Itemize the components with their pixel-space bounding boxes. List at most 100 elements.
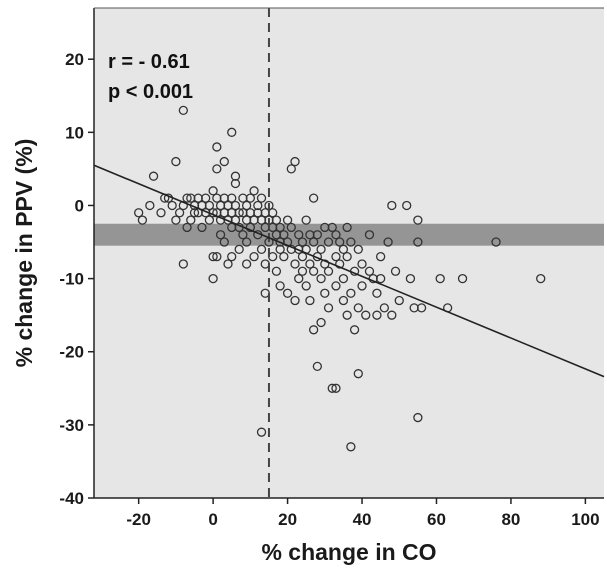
- data-point: [308, 266, 319, 276]
- data-point: [201, 193, 211, 203]
- data-point: [379, 303, 390, 313]
- data-point: [316, 317, 326, 328]
- data-point: [208, 186, 218, 196]
- data-point: [323, 266, 334, 276]
- y-tick-label: -10: [59, 270, 84, 289]
- data-point: [342, 222, 352, 233]
- data-point: [241, 259, 252, 269]
- data-point: [178, 259, 188, 269]
- data-point: [413, 215, 423, 225]
- data-point: [361, 310, 371, 320]
- p-value-annotation: p < 0.001: [108, 81, 193, 103]
- data-point: [189, 208, 200, 218]
- data-points: [134, 105, 546, 452]
- data-point: [491, 237, 501, 247]
- data-point: [275, 281, 285, 291]
- data-point: [297, 237, 308, 247]
- data-point: [364, 266, 375, 276]
- data-point: [219, 156, 229, 167]
- data-point: [253, 200, 263, 211]
- data-point: [290, 259, 300, 269]
- data-point: [413, 237, 423, 247]
- data-point: [308, 325, 319, 335]
- data-point: [186, 215, 196, 225]
- data-point: [294, 230, 304, 240]
- x-tick-label: 60: [427, 510, 446, 529]
- data-point: [327, 383, 337, 393]
- reference-band: [94, 223, 604, 246]
- data-point: [346, 442, 356, 452]
- data-point: [256, 244, 267, 254]
- data-point: [402, 200, 412, 211]
- data-point: [353, 303, 363, 313]
- data-point: [312, 230, 323, 240]
- y-tick-label: -30: [59, 416, 84, 435]
- x-tick-label: 100: [571, 510, 599, 529]
- data-point: [245, 193, 256, 203]
- data-point: [335, 237, 345, 247]
- data-point: [435, 273, 445, 284]
- data-point: [331, 383, 341, 393]
- y-tick-label: 0: [75, 196, 84, 215]
- data-point: [383, 237, 393, 247]
- data-point: [271, 266, 282, 276]
- data-point: [390, 266, 401, 276]
- data-point: [286, 164, 296, 174]
- data-point: [536, 273, 546, 284]
- data-point: [405, 273, 416, 284]
- data-point: [335, 259, 345, 269]
- data-point: [171, 156, 181, 167]
- data-point: [268, 208, 278, 218]
- y-tick-label: -20: [59, 343, 84, 362]
- data-point: [174, 208, 185, 218]
- data-point: [275, 244, 285, 254]
- data-point: [256, 427, 267, 437]
- data-point: [227, 127, 237, 137]
- data-point: [375, 273, 386, 284]
- data-point: [316, 244, 326, 254]
- data-point: [297, 266, 308, 276]
- data-point: [372, 288, 382, 298]
- data-point: [230, 171, 241, 181]
- data-point: [457, 273, 468, 284]
- x-tick-label: 40: [353, 510, 372, 529]
- data-point: [375, 252, 386, 262]
- data-point: [364, 230, 375, 240]
- data-point: [342, 310, 352, 320]
- data-point: [353, 244, 363, 254]
- data-point: [212, 164, 222, 174]
- regression-line: [93, 164, 605, 378]
- data-point: [197, 222, 207, 233]
- data-point: [290, 295, 300, 306]
- data-point: [357, 281, 367, 291]
- data-point: [182, 222, 192, 233]
- data-point: [305, 295, 315, 306]
- data-point: [156, 208, 166, 218]
- data-point: [316, 273, 326, 284]
- correlation-annotation: r = - 0.61: [108, 51, 190, 73]
- data-point: [223, 259, 233, 269]
- data-point: [212, 252, 222, 262]
- data-point: [227, 252, 237, 262]
- data-point: [323, 303, 334, 313]
- data-point: [279, 230, 289, 240]
- data-point: [241, 200, 252, 211]
- data-point: [308, 237, 319, 247]
- data-point: [372, 310, 382, 320]
- data-point: [167, 200, 177, 211]
- data-point: [204, 200, 215, 211]
- data-point: [320, 259, 330, 269]
- data-point: [282, 215, 293, 225]
- data-point: [353, 369, 363, 379]
- data-point: [148, 171, 159, 181]
- data-point: [357, 259, 367, 269]
- data-point: [182, 193, 192, 203]
- x-tick-label: 80: [501, 510, 520, 529]
- data-point: [290, 156, 300, 167]
- data-point: [271, 215, 282, 225]
- data-point: [413, 412, 423, 423]
- data-point: [137, 215, 148, 225]
- data-point: [227, 193, 237, 203]
